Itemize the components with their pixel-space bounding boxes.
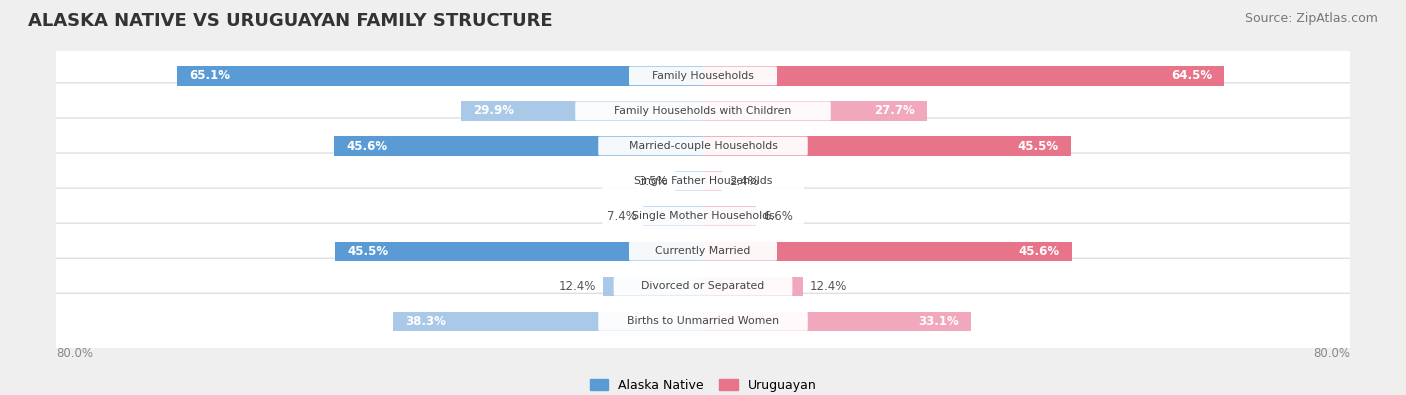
FancyBboxPatch shape [602, 171, 804, 190]
Text: 3.5%: 3.5% [638, 175, 668, 188]
Text: Single Mother Households: Single Mother Households [631, 211, 775, 221]
Text: Births to Unmarried Women: Births to Unmarried Women [627, 316, 779, 326]
Text: 80.0%: 80.0% [56, 346, 93, 359]
Text: 64.5%: 64.5% [1171, 70, 1212, 83]
Bar [703, 171, 723, 191]
Bar [703, 136, 1071, 156]
Bar [177, 66, 703, 86]
FancyBboxPatch shape [599, 312, 807, 331]
Text: 29.9%: 29.9% [474, 104, 515, 117]
Bar [335, 136, 703, 156]
FancyBboxPatch shape [46, 48, 1360, 104]
Text: Source: ZipAtlas.com: Source: ZipAtlas.com [1244, 12, 1378, 25]
FancyBboxPatch shape [46, 258, 1360, 314]
Text: 38.3%: 38.3% [405, 315, 446, 328]
FancyBboxPatch shape [46, 83, 1360, 139]
FancyBboxPatch shape [46, 188, 1360, 244]
Text: Married-couple Households: Married-couple Households [628, 141, 778, 151]
Text: 12.4%: 12.4% [810, 280, 846, 293]
FancyBboxPatch shape [628, 66, 778, 85]
Bar [703, 101, 927, 120]
Text: Family Households: Family Households [652, 71, 754, 81]
Bar [703, 242, 1071, 261]
Bar [643, 207, 703, 226]
FancyBboxPatch shape [46, 118, 1360, 174]
FancyBboxPatch shape [599, 137, 807, 156]
Text: 45.5%: 45.5% [347, 245, 388, 258]
Text: 2.4%: 2.4% [728, 175, 759, 188]
FancyBboxPatch shape [628, 242, 778, 261]
Bar [703, 66, 1225, 86]
Text: 6.6%: 6.6% [763, 210, 793, 223]
Text: 45.6%: 45.6% [1018, 245, 1060, 258]
Text: ALASKA NATIVE VS URUGUAYAN FAMILY STRUCTURE: ALASKA NATIVE VS URUGUAYAN FAMILY STRUCT… [28, 12, 553, 30]
Bar [703, 276, 803, 296]
FancyBboxPatch shape [575, 102, 831, 120]
Bar [335, 242, 703, 261]
Text: Currently Married: Currently Married [655, 246, 751, 256]
Text: 7.4%: 7.4% [607, 210, 637, 223]
Text: 80.0%: 80.0% [1313, 346, 1350, 359]
Text: 33.1%: 33.1% [918, 315, 959, 328]
Legend: Alaska Native, Uruguayan: Alaska Native, Uruguayan [589, 379, 817, 392]
FancyBboxPatch shape [46, 293, 1360, 349]
Text: 45.5%: 45.5% [1018, 139, 1059, 152]
Bar [603, 276, 703, 296]
Text: Family Households with Children: Family Households with Children [614, 106, 792, 116]
FancyBboxPatch shape [46, 223, 1360, 279]
FancyBboxPatch shape [602, 207, 804, 226]
Bar [394, 312, 703, 331]
Text: 12.4%: 12.4% [560, 280, 596, 293]
Bar [703, 312, 970, 331]
Bar [675, 171, 703, 191]
FancyBboxPatch shape [46, 153, 1360, 209]
FancyBboxPatch shape [613, 277, 793, 296]
Text: 45.6%: 45.6% [346, 139, 388, 152]
Text: Divorced or Separated: Divorced or Separated [641, 281, 765, 291]
Text: 27.7%: 27.7% [875, 104, 915, 117]
Text: 65.1%: 65.1% [188, 70, 229, 83]
Bar [461, 101, 703, 120]
Bar [703, 207, 756, 226]
Text: Single Father Households: Single Father Households [634, 176, 772, 186]
